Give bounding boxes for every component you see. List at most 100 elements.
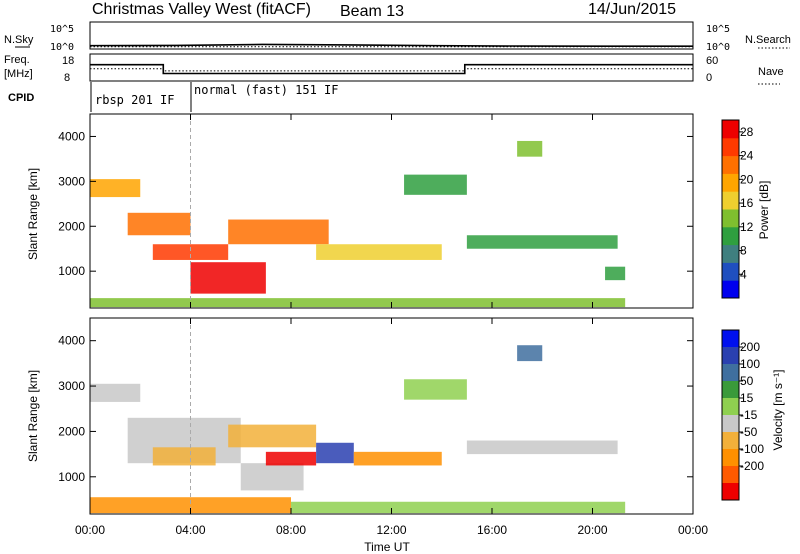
echo-region <box>152 244 229 260</box>
velocity-colorbar-swatch <box>722 449 739 467</box>
velocity-colorbar: 200 100 50 15 -15 -50 -100 -200 <box>721 329 764 501</box>
echo-region <box>90 298 626 308</box>
power-colorbar-tick-label: 4 <box>740 267 747 281</box>
nave-tick-bottom: 0 <box>706 72 712 84</box>
echo-region <box>353 451 442 466</box>
y-tick-label: 4000 <box>58 334 85 348</box>
x-tick-label: 20:00 <box>577 523 607 537</box>
power-colorbar-swatch <box>722 173 739 192</box>
x-tick-label: 08:00 <box>276 523 306 537</box>
power-colorbar-swatch <box>722 209 739 228</box>
echo-region <box>265 451 317 466</box>
velocity-colorbar-swatch <box>722 347 739 365</box>
echo-region <box>152 447 216 466</box>
echo-region <box>228 219 329 245</box>
power-colorbar-tick-label: 24 <box>740 149 754 163</box>
figure-title: Christmas Valley West (fitACF) <box>92 1 311 18</box>
velocity-colorbar-swatch <box>722 398 739 416</box>
velocity-xticks: 00:00 04:00 08:00 12:00 16:00 20:00 00:00 <box>75 114 708 537</box>
freq-tick-top: 18 <box>62 55 74 67</box>
power-colorbar-swatch <box>722 280 739 299</box>
y-tick-label: 4000 <box>58 129 85 143</box>
power-colorbar-swatch <box>722 244 739 263</box>
echo-region <box>466 235 618 249</box>
echo-region <box>517 140 543 157</box>
velocity-colorbar-label: Velocity [m s⁻¹] <box>771 369 785 450</box>
velocity-colorbar-swatch <box>722 483 739 501</box>
power-colorbar-swatch <box>722 137 739 157</box>
y-tick-label: 2000 <box>58 424 85 438</box>
echo-region <box>90 497 291 514</box>
noise-left-label: N.Sky <box>4 34 34 46</box>
y-tick-label: 3000 <box>58 174 85 188</box>
velocity-yticks: 1000 2000 3000 4000 <box>58 334 693 484</box>
power-colorbar-tick-label: 28 <box>740 125 754 139</box>
echo-region <box>291 501 626 514</box>
freq-unit-label: [MHz] <box>4 68 33 80</box>
power-colorbar-swatch <box>722 120 739 139</box>
y-tick-label: 1000 <box>58 264 85 278</box>
power-colorbar-swatch <box>722 191 739 210</box>
velocity-echoes <box>90 345 626 514</box>
cpid-mode-2: normal (fast) 151 IF <box>194 83 339 97</box>
velocity-colorbar-swatch <box>722 364 739 382</box>
beam-label: Beam 13 <box>340 3 404 20</box>
x-tick-label: 00:00 <box>678 523 708 537</box>
power-panel: Slant Range [km] 1000 2000 3000 4000 4 8 12 16… <box>26 113 771 309</box>
noise-sky-series <box>89 43 693 47</box>
power-colorbar-tick-label: 16 <box>740 196 754 210</box>
x-tick-label: 04:00 <box>175 523 205 537</box>
nave-tick-top: 60 <box>706 55 718 67</box>
echo-region <box>404 174 467 195</box>
y-tick-label: 2000 <box>58 219 85 233</box>
frequency-panel: Freq. [MHz] 18 8 60 0 Nave <box>4 53 784 85</box>
power-colorbar-tick-label: 20 <box>740 172 754 186</box>
frequency-series <box>90 63 693 75</box>
echo-region <box>466 440 618 455</box>
freq-tick-bottom: 8 <box>64 72 70 84</box>
velocity-colorbar-tick-label: 50 <box>740 374 754 388</box>
velocity-colorbar-swatch <box>722 415 739 433</box>
echo-region <box>240 463 304 491</box>
cpid-row: CPID rbsp 201 IF normal (fast) 151 IF <box>8 82 339 112</box>
power-colorbar-label: Power [dB] <box>757 181 771 240</box>
echo-region <box>190 262 266 294</box>
velocity-colorbar-swatch <box>722 381 739 399</box>
power-colorbar: 4 8 12 16 20 24 28 <box>721 119 754 299</box>
velocity-colorbar-tick-label: -100 <box>740 442 764 456</box>
power-colorbar-swatch <box>722 226 739 246</box>
velocity-colorbar-tick-label: -15 <box>740 408 758 422</box>
power-yticks: 1000 2000 3000 4000 <box>58 129 693 278</box>
velocity-colorbar-tick-label: 100 <box>740 357 760 371</box>
noise-right-tick-top: 10^5 <box>706 24 730 35</box>
velocity-colorbar-tick-label: -200 <box>740 459 764 473</box>
velocity-ylabel: Slant Range [km] <box>26 370 40 462</box>
freq-label: Freq. <box>4 54 30 66</box>
time-axis-label: Time UT <box>364 540 410 554</box>
echo-region <box>404 379 467 400</box>
echo-region <box>316 244 442 260</box>
velocity-colorbar-swatch <box>722 330 739 348</box>
x-tick-label: 00:00 <box>75 523 105 537</box>
power-colorbar-tick-label: 8 <box>740 244 747 258</box>
echo-region <box>90 179 141 198</box>
noise-left-tick-bottom: 10^0 <box>50 42 74 53</box>
echo-region <box>127 212 191 236</box>
nave-series <box>90 68 693 72</box>
noise-panel: N.Sky 10^5 10^0 10^5 10^0 N.Search <box>4 21 791 53</box>
echo-region <box>228 424 317 448</box>
echo-region <box>605 266 626 281</box>
cpid-label: CPID <box>8 92 34 104</box>
noise-right-tick-bottom: 10^0 <box>706 42 730 53</box>
velocity-colorbar-tick-label: 200 <box>740 340 760 354</box>
velocity-colorbar-swatch <box>722 466 739 484</box>
power-colorbar-frame <box>721 119 740 299</box>
cpid-mode-1: rbsp 201 IF <box>95 93 174 107</box>
power-echoes <box>90 140 626 308</box>
echo-region <box>517 345 543 362</box>
velocity-colorbar-swatch <box>722 432 739 450</box>
x-tick-label: 12:00 <box>376 523 406 537</box>
echo-region <box>90 383 141 402</box>
velocity-colorbar-tick-label: 15 <box>740 391 754 405</box>
